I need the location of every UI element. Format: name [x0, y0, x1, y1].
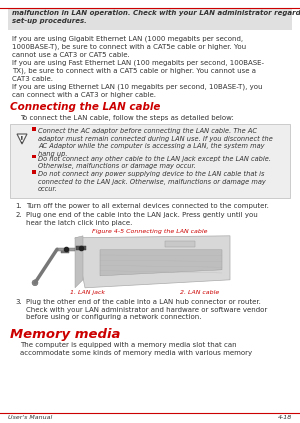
Text: 1.: 1. [15, 203, 22, 209]
Text: Connect the AC adaptor before connecting the LAN cable. The AC
adaptor must rema: Connect the AC adaptor before connecting… [38, 128, 273, 157]
Text: If you are using Gigabit Ethernet LAN (1000 megabits per second,
1000BASE-T), be: If you are using Gigabit Ethernet LAN (1… [12, 35, 246, 58]
Circle shape [32, 280, 38, 286]
Bar [32, 155, 35, 158]
Bar [32, 170, 35, 174]
Text: Turn off the power to all external devices connected to the computer.: Turn off the power to all external devic… [26, 203, 269, 209]
Polygon shape [75, 236, 230, 288]
Polygon shape [17, 134, 27, 144]
Bar [32, 127, 35, 131]
Polygon shape [75, 236, 83, 288]
Text: 1. LAN jack: 1. LAN jack [70, 290, 105, 295]
Text: If you are using Fast Ethernet LAN (100 megabits per second, 100BASE-
TX), be su: If you are using Fast Ethernet LAN (100 … [12, 59, 264, 82]
Bar [57, 248, 75, 251]
Text: Do not connect any other cable to the LAN jack except the LAN cable.
Otherwise, : Do not connect any other cable to the LA… [38, 156, 271, 170]
FancyBboxPatch shape [10, 124, 290, 198]
Text: Figure 4-5 Connecting the LAN cable: Figure 4-5 Connecting the LAN cable [92, 229, 208, 234]
Text: 4-18: 4-18 [278, 415, 292, 420]
Text: malfunction in LAN operation. Check with your LAN administrator regarding
set-up: malfunction in LAN operation. Check with… [12, 10, 300, 24]
Text: Do not connect any power supplying device to the LAN cable that is
connected to : Do not connect any power supplying devic… [38, 171, 266, 192]
Text: 3.: 3. [15, 299, 22, 305]
Text: Plug one end of the cable into the LAN jack. Press gently until you
hear the lat: Plug one end of the cable into the LAN j… [26, 212, 258, 225]
Polygon shape [100, 250, 222, 276]
Bar [76, 246, 86, 250]
Text: Connecting the LAN cable: Connecting the LAN cable [10, 102, 160, 112]
Text: 2.: 2. [15, 212, 22, 218]
Text: If you are using Ethernet LAN (10 megabits per second, 10BASE-T), you
can connec: If you are using Ethernet LAN (10 megabi… [12, 83, 262, 97]
Text: Memory media: Memory media [10, 328, 121, 341]
Polygon shape [165, 241, 195, 247]
Text: User's Manual: User's Manual [8, 415, 52, 420]
FancyBboxPatch shape [8, 8, 292, 30]
Text: 2. LAN cable: 2. LAN cable [180, 290, 219, 295]
Text: To connect the LAN cable, follow the steps as detailed below:: To connect the LAN cable, follow the ste… [20, 115, 234, 121]
Text: Plug the other end of the cable into a LAN hub connector or router.
Check with y: Plug the other end of the cable into a L… [26, 299, 267, 320]
Bar [61, 251, 69, 253]
Text: !: ! [20, 136, 24, 145]
Text: The computer is equipped with a memory media slot that can
accommodate some kind: The computer is equipped with a memory m… [20, 342, 252, 356]
